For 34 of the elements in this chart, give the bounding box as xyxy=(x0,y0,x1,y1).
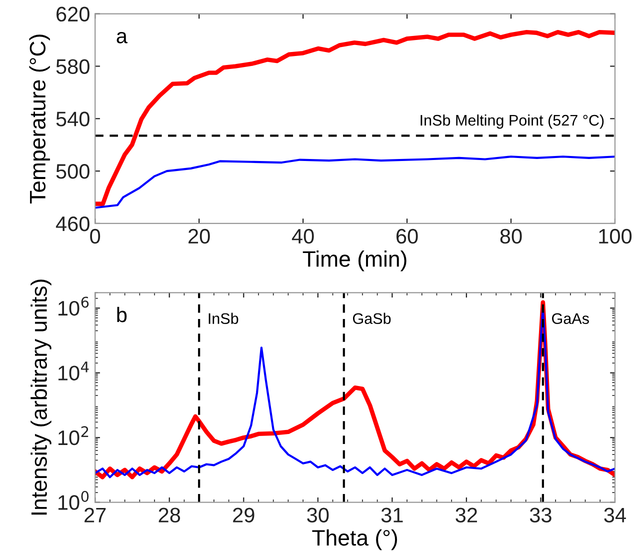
y-tick-label: 540 xyxy=(56,112,90,126)
x-tick-label: 20 xyxy=(188,228,210,244)
y-tick-label: 460 xyxy=(56,216,90,232)
x-tick-label: 30 xyxy=(307,508,329,522)
y-axis-title: Intensity (arbitrary units) xyxy=(30,280,52,515)
ref-line-label: InSb xyxy=(208,312,238,324)
y-tick-label: 580 xyxy=(56,59,90,74)
x-tick-label: 34 xyxy=(604,508,626,522)
x-tick-label: 60 xyxy=(396,228,418,244)
ref-line-label: InSb Melting Point (527 °C) xyxy=(420,114,604,129)
x-axis-title: Time (min) xyxy=(302,250,406,272)
annotation: a xyxy=(116,32,128,44)
x-axis-title: Theta (°) xyxy=(312,529,398,550)
line-series xyxy=(95,156,615,209)
x-tick-label: 28 xyxy=(158,508,180,522)
x-tick-label: 80 xyxy=(500,228,522,244)
y-tick-label: 10$^{4}$ xyxy=(58,362,89,380)
y-tick-label: 620 xyxy=(56,6,90,22)
x-tick-label: 100 xyxy=(599,228,632,244)
y-tick-label: 500 xyxy=(56,164,90,179)
x-tick-label: 29 xyxy=(233,508,254,522)
x-tick-label: 31 xyxy=(381,508,403,522)
x-tick-label: 33 xyxy=(530,508,552,522)
annotation: b xyxy=(117,306,127,322)
y-tick-label: 10$^{6}$ xyxy=(58,296,89,316)
line-series xyxy=(95,30,615,206)
x-tick-label: 27 xyxy=(84,508,106,522)
ref-line-label: GaSb xyxy=(353,312,391,324)
x-tick-label: 40 xyxy=(292,228,314,244)
x-tick-label: 32 xyxy=(456,508,477,522)
y-tick-label: 10$^{2}$ xyxy=(58,426,88,446)
ref-line-label: GaAs xyxy=(552,313,589,324)
y-axis-title: Temperature (°C) xyxy=(29,34,50,204)
x-tick-label: 0 xyxy=(90,228,100,244)
